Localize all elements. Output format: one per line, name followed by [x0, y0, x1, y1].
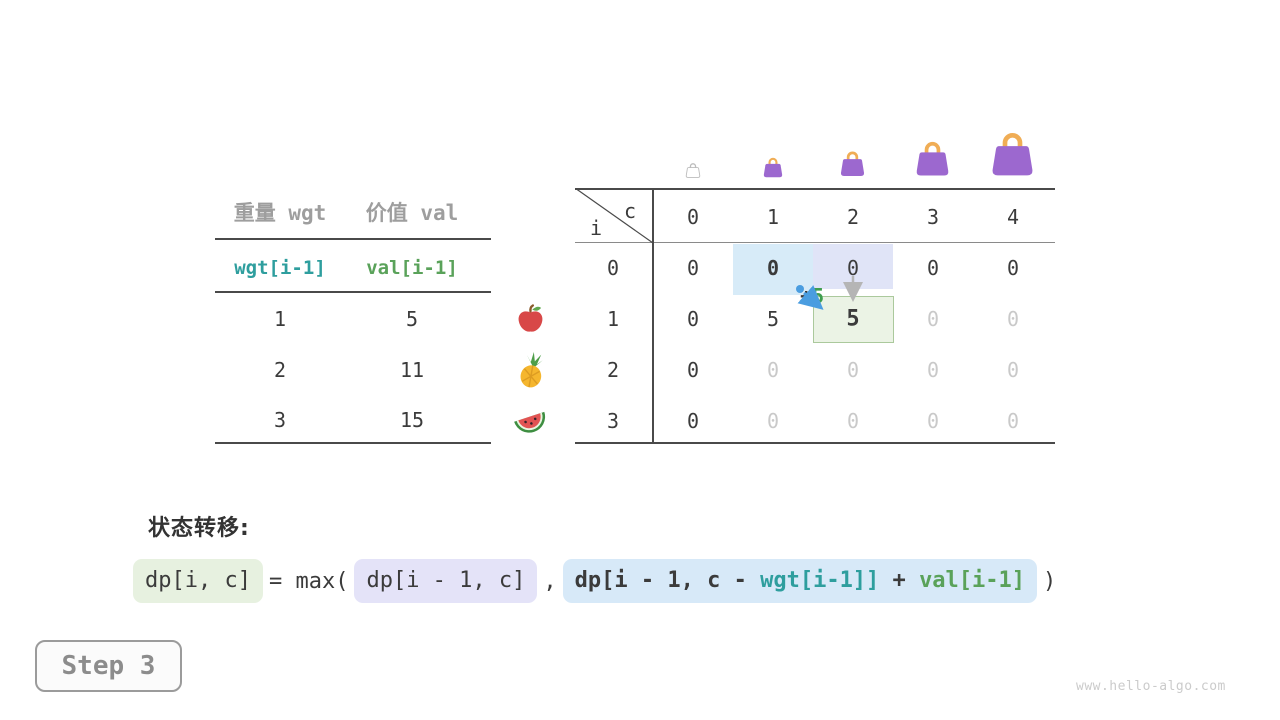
transition-formula: dp[i, c] = max( dp[i - 1, c] , dp[i - 1,… — [133, 559, 1062, 603]
weight-column-header: 重量 wgt — [233, 201, 327, 225]
items-table-top-rule — [215, 238, 491, 240]
take-term-val: val[i-1] — [919, 568, 1026, 593]
weight-subheader: wgt[i-1] — [234, 257, 326, 279]
dp-col-header: 4 — [1006, 205, 1020, 229]
watermelon-icon — [514, 411, 546, 433]
take-term-prefix: dp[i - 1, c - — [574, 568, 761, 593]
formula-take-term: dp[i - 1, c - wgt[i-1]] + val[i-1] — [562, 559, 1038, 603]
dp-cell: 0 — [926, 358, 940, 382]
handbag-icon-3 — [914, 141, 951, 177]
items-table-mid-rule — [215, 291, 491, 293]
dp-row-header: 1 — [606, 307, 620, 331]
dp-cell: 0 — [846, 358, 860, 382]
dp-cell: 0 — [686, 256, 700, 280]
dp-cell: 0 — [846, 256, 860, 280]
step-button-label: Step 3 — [61, 651, 156, 681]
item-value: 11 — [399, 358, 425, 382]
formula-comma: , — [543, 568, 557, 594]
dp-cell: 0 — [926, 307, 940, 331]
take-term-wgt: wgt[i-1]] — [760, 568, 880, 593]
corner-col-var: c — [623, 199, 637, 223]
dp-table-vertical-rule — [652, 188, 654, 444]
item-value: 15 — [399, 408, 425, 432]
item-value: 5 — [405, 307, 419, 331]
dp-cell: 0 — [926, 409, 940, 433]
corner-row-var: i — [589, 216, 603, 240]
item-weight: 2 — [273, 358, 287, 382]
dp-col-header: 0 — [686, 205, 700, 229]
dp-corner-diagonal — [575, 188, 653, 243]
empty-bag-icon — [685, 163, 701, 178]
item-weight: 3 — [273, 408, 287, 432]
dp-col-header: 3 — [926, 205, 940, 229]
dp-cell: 0 — [926, 256, 940, 280]
dp-cell: 0 — [766, 409, 780, 433]
dp-cell: 0 — [686, 307, 700, 331]
transition-arrows — [796, 276, 863, 310]
dp-table-top-rule — [575, 188, 1055, 190]
take-arrow-dot-icon — [796, 285, 804, 293]
dp-row-header: 2 — [606, 358, 620, 382]
take-term-plus: + — [879, 568, 920, 593]
formula-close-paren: ) — [1043, 568, 1057, 594]
handbag-icon-1 — [762, 157, 784, 178]
transition-label: 状态转移: — [148, 516, 250, 541]
formula-eq-max: = max( — [268, 568, 349, 594]
handbag-icon-2 — [839, 151, 866, 177]
step-button[interactable]: Step 3 — [35, 640, 182, 692]
watermark: www.hello-algo.com — [1076, 679, 1226, 694]
formula-keep-term: dp[i - 1, c] — [354, 559, 538, 603]
dp-cell: 0 — [1006, 307, 1020, 331]
dp-cell: 5 — [766, 307, 780, 331]
items-table-bottom-rule — [215, 442, 491, 444]
dp-table-bottom-rule — [575, 442, 1055, 444]
dp-cell: 0 — [766, 256, 780, 280]
handbag-icon-4 — [989, 127, 1036, 177]
value-column-header: 价值 val — [365, 201, 459, 225]
dp-table-header-rule — [575, 242, 1055, 243]
dp-cell: 0 — [1006, 409, 1020, 433]
value-subheader: val[i-1] — [366, 257, 458, 279]
pineapple-icon — [520, 352, 543, 388]
dp-cell: 0 — [686, 409, 700, 433]
dp-cell: 0 — [1006, 256, 1020, 280]
dp-cell: 0 — [766, 358, 780, 382]
dp-cell: 5 — [846, 306, 860, 332]
formula-lhs: dp[i, c] — [133, 559, 263, 603]
item-weight: 1 — [273, 307, 287, 331]
dp-row-header: 3 — [606, 409, 620, 433]
dp-cell: 0 — [1006, 358, 1020, 382]
dp-col-header: 1 — [766, 205, 780, 229]
dp-col-header: 2 — [846, 205, 860, 229]
take-arrow-icon — [797, 285, 824, 310]
dp-cell: 0 — [686, 358, 700, 382]
dp-row-header: 0 — [606, 256, 620, 280]
apple-icon — [518, 304, 543, 332]
dp-cell: 0 — [846, 409, 860, 433]
